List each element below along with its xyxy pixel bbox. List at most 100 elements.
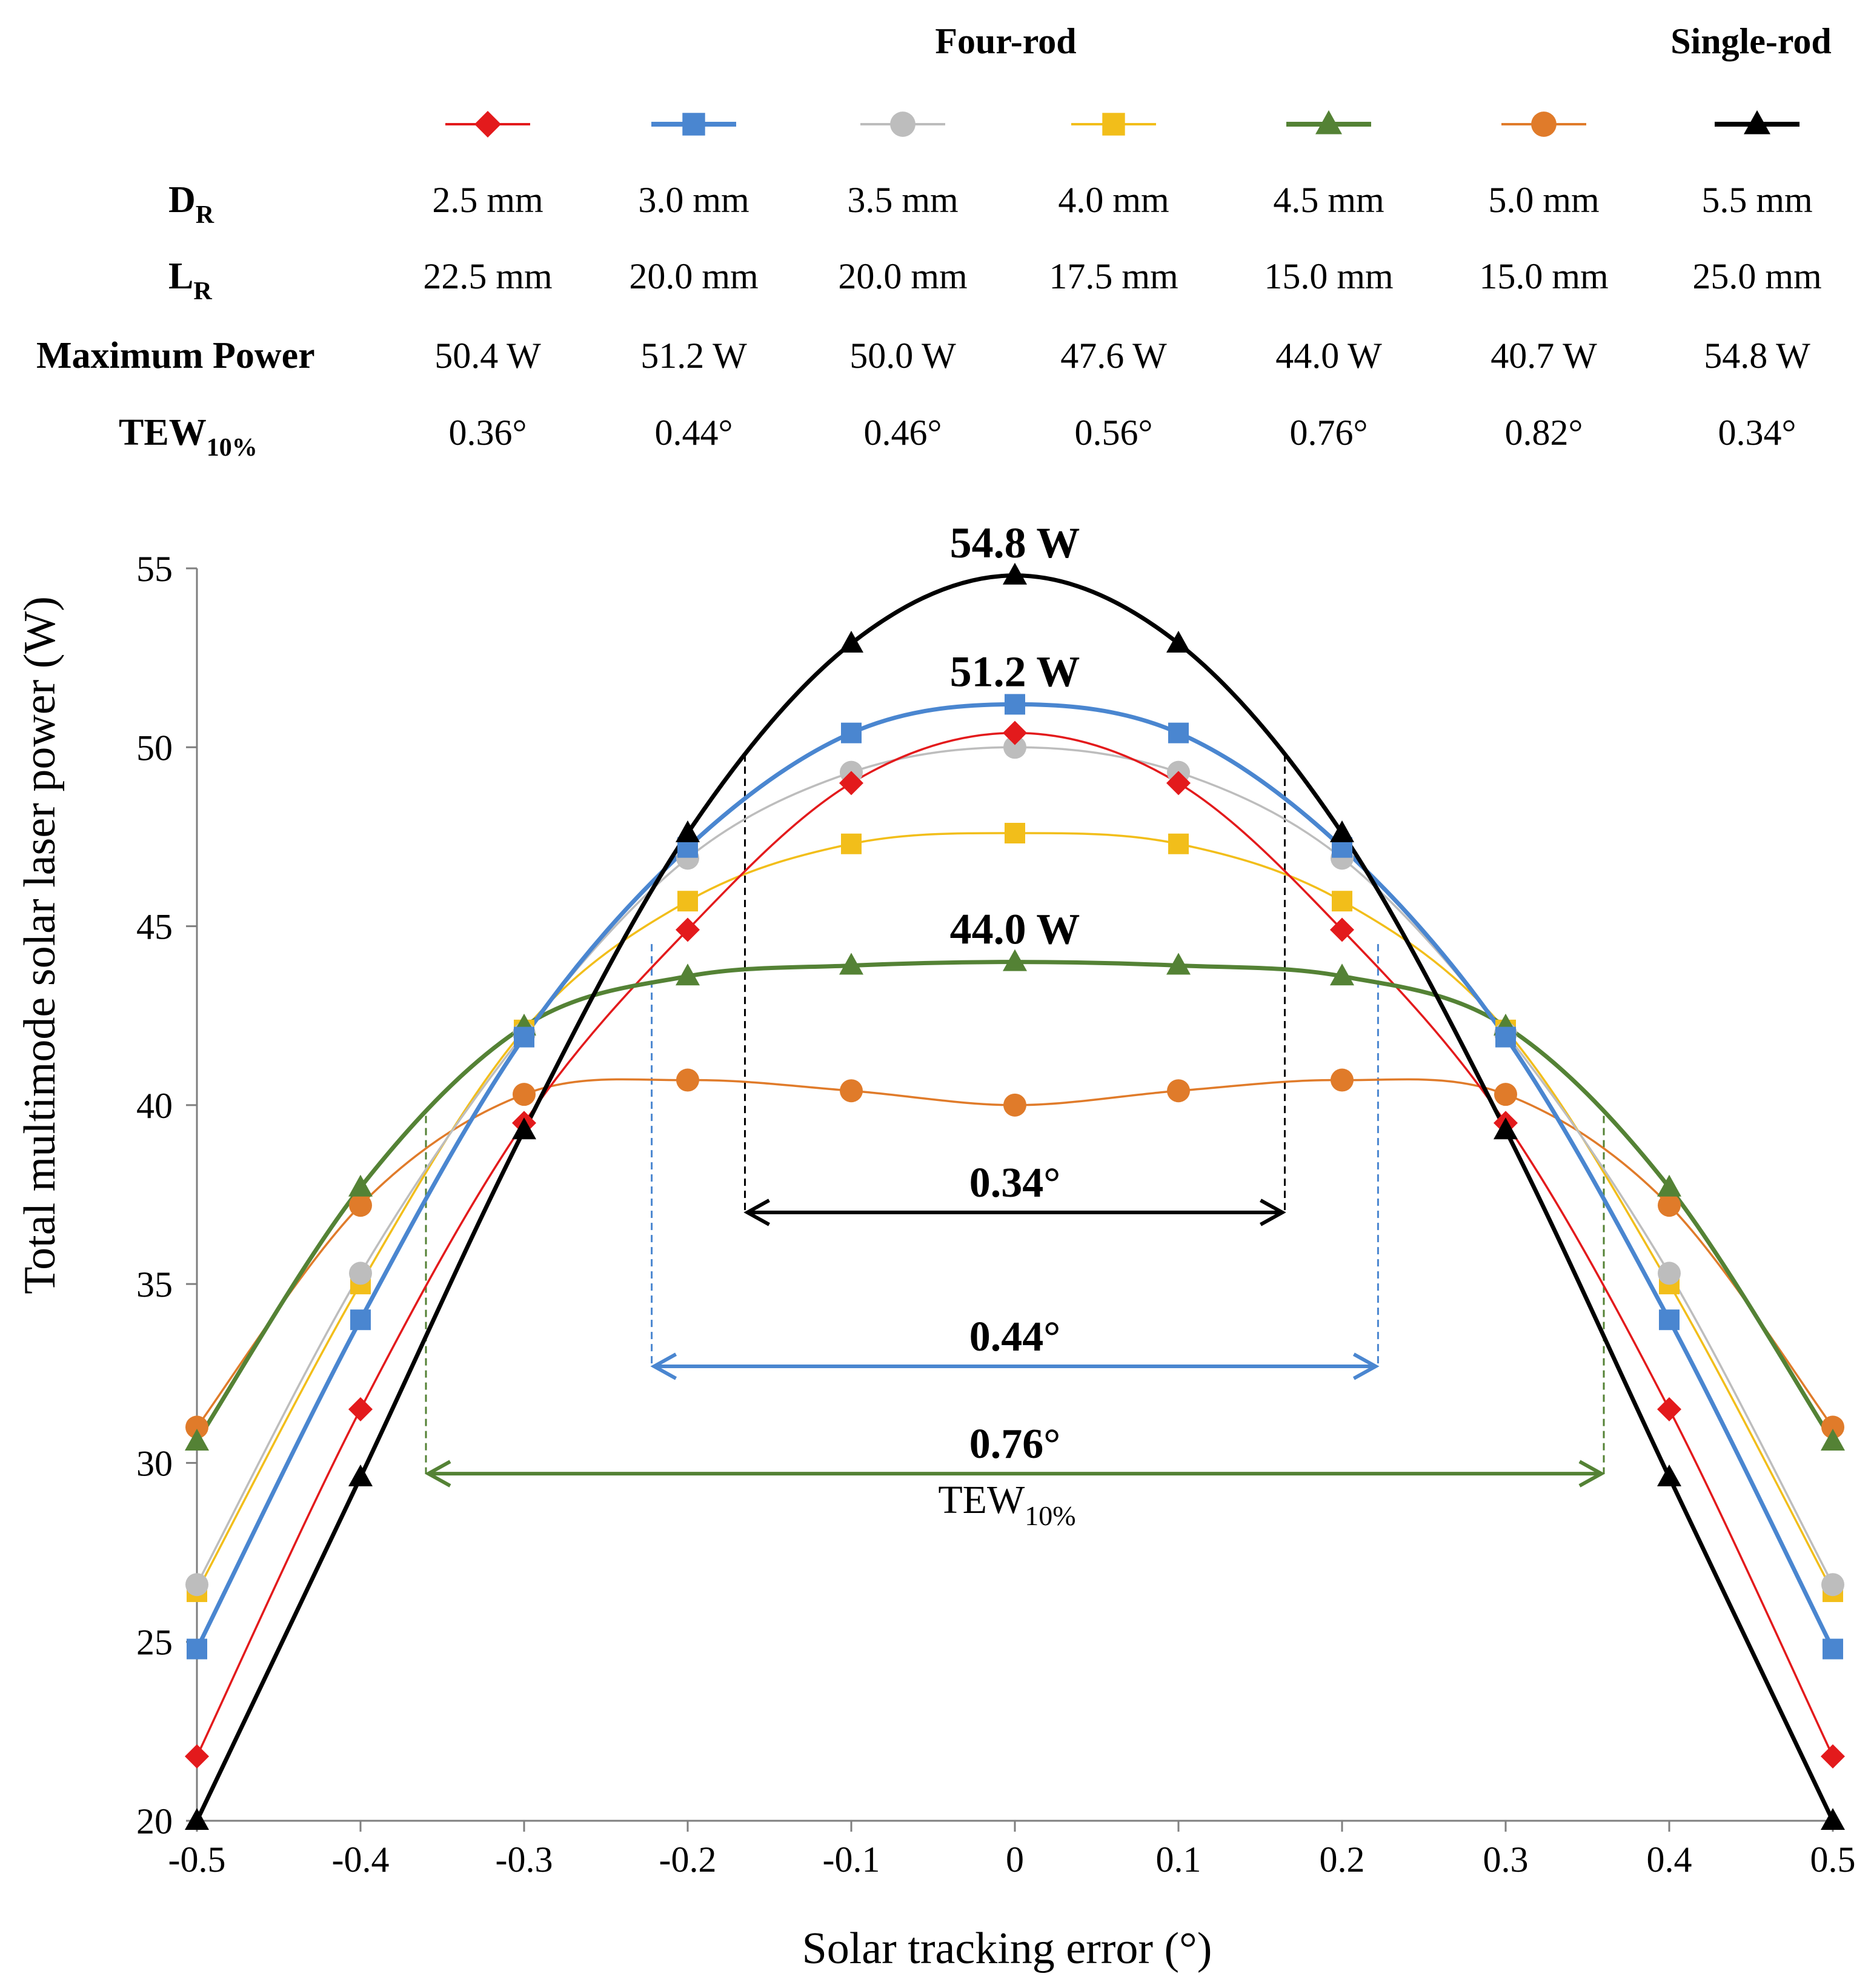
tew-width-label: 0.34° xyxy=(969,1160,1061,1206)
legend-cell-lr: 22.5 mm xyxy=(423,256,552,296)
legend-values: 2.5 mm 22.5 mm 50.4 W 0.36° 3.0 mm 20.0 mm 51.… xyxy=(423,180,1821,453)
legend-cell-tew: 0.44° xyxy=(655,413,733,453)
data-point xyxy=(1166,631,1191,653)
legend-cell-lr: 25.0 mm xyxy=(1692,256,1821,296)
data-point xyxy=(1005,823,1025,844)
legend-cell-lr: 20.0 mm xyxy=(838,256,967,296)
x-tick-label: 0.2 xyxy=(1320,1840,1365,1880)
data-point xyxy=(1823,1638,1843,1660)
y-tick-label: 45 xyxy=(136,907,173,947)
y-tick-label: 50 xyxy=(136,728,173,768)
series-line-2.5-mm xyxy=(196,731,1834,1757)
row-header-max-power: Maximum Power xyxy=(36,335,315,376)
data-point xyxy=(839,631,863,653)
legend-cell-tew: 0.82° xyxy=(1505,413,1583,453)
row-header-lr-main: L xyxy=(168,256,193,297)
legend-cell-max-power: 50.0 W xyxy=(849,336,956,376)
data-point xyxy=(348,1464,373,1487)
legend-cell-tew: 0.36° xyxy=(449,413,527,453)
data-point xyxy=(1330,820,1354,843)
plot: -0.5 -0.4 -0.3 -0.2 -0.1 0 0.1 0.2 0.3 0.4 0.5 20 25… xyxy=(15,519,1856,1973)
x-tick-label: -0.3 xyxy=(496,1840,553,1880)
x-tick-label: 0 xyxy=(1006,1840,1024,1880)
x-tick-label: -0.2 xyxy=(659,1840,717,1880)
row-header-dr-sub: R xyxy=(196,201,214,229)
row-header-tew-sub: 10% xyxy=(207,434,258,462)
tew-annotation-sub: 10% xyxy=(1025,1500,1075,1531)
data-point xyxy=(1168,722,1189,743)
series-line-5.0-mm xyxy=(196,1078,1834,1428)
y-tick-label: 55 xyxy=(136,549,173,589)
legend-cell-dr: 3.0 mm xyxy=(638,180,749,220)
data-point xyxy=(839,952,863,975)
x-tick-label: -0.4 xyxy=(332,1840,390,1880)
data-point xyxy=(350,1309,371,1331)
data-point xyxy=(1494,1083,1517,1106)
data-point xyxy=(1330,963,1354,986)
data-point xyxy=(841,722,862,743)
data-point xyxy=(1495,1026,1516,1048)
data-point xyxy=(1332,891,1352,912)
data-point xyxy=(1003,1093,1026,1117)
legend-table: Four-rod Single-rod DR LR Maximum Power … xyxy=(36,21,1832,462)
data-point xyxy=(841,833,862,854)
legend-cell-tew: 0.56° xyxy=(1075,413,1153,453)
data-point xyxy=(512,1117,536,1140)
peak-label: 54.8 W xyxy=(950,519,1080,567)
legend-cell-lr: 20.0 mm xyxy=(629,256,758,296)
data-point xyxy=(1494,1117,1518,1140)
data-point xyxy=(185,1415,208,1439)
x-tick-label: 0.5 xyxy=(1810,1840,1856,1880)
x-tick-label: -0.1 xyxy=(823,1840,880,1880)
data-point xyxy=(676,917,700,942)
legend-cell-max-power: 54.8 W xyxy=(1704,336,1810,376)
row-header-dr: DR xyxy=(168,179,214,229)
x-axis-label: Solar tracking error (°) xyxy=(802,1924,1212,1973)
legend-cell-tew: 0.76° xyxy=(1290,413,1368,453)
row-header-dr-main: D xyxy=(168,179,196,221)
tew-arrow-head-left xyxy=(743,1198,770,1226)
legend-cell-dr: 5.0 mm xyxy=(1488,180,1599,220)
tew-arrow-head-right xyxy=(1578,1460,1606,1488)
peak-label: 44.0 W xyxy=(950,905,1080,954)
data-point xyxy=(349,1194,372,1217)
data-point xyxy=(1003,736,1026,759)
data-point xyxy=(1003,949,1027,971)
data-point xyxy=(1659,1309,1680,1331)
row-header-lr: LR xyxy=(168,256,212,305)
tew-width-label: 0.76° xyxy=(969,1421,1061,1468)
data-point xyxy=(676,963,700,986)
tew-width-label: 0.44° xyxy=(969,1314,1061,1360)
data-point xyxy=(1658,1262,1681,1285)
data-point xyxy=(349,1262,372,1285)
data-point xyxy=(1657,1464,1681,1487)
data-point xyxy=(1331,1068,1354,1092)
legend-key-marker xyxy=(890,111,916,137)
data-point xyxy=(1821,1808,1845,1830)
data-point xyxy=(676,1068,699,1092)
legend-cell-tew: 0.46° xyxy=(864,413,942,453)
legend-cell-lr: 15.0 mm xyxy=(1479,256,1608,296)
y-axis-label: Total multimode solar laser power (W) xyxy=(15,596,65,1294)
legend-key-marker xyxy=(1102,113,1125,136)
data-point xyxy=(1166,952,1191,975)
data-point xyxy=(840,1079,863,1103)
data-point xyxy=(677,891,698,912)
tew-arrow-head-right xyxy=(1352,1352,1380,1380)
legend-cell-dr: 5.5 mm xyxy=(1701,180,1812,220)
data-point xyxy=(1167,1079,1190,1103)
legend-cell-max-power: 40.7 W xyxy=(1490,336,1597,376)
group-four-rod-label: Four-rod xyxy=(935,21,1076,61)
data-point xyxy=(348,1397,373,1421)
legend-key-marker xyxy=(1531,111,1557,137)
data-point xyxy=(187,1638,207,1660)
data-point xyxy=(1003,720,1027,745)
data-point xyxy=(1168,833,1189,854)
data-point xyxy=(1821,1573,1844,1597)
legend-key-marker xyxy=(474,111,501,138)
legend-cell-max-power: 44.0 W xyxy=(1275,336,1382,376)
y-tick-label: 35 xyxy=(136,1265,173,1305)
legend-cell-tew: 0.34° xyxy=(1718,413,1796,453)
data-point xyxy=(1821,1415,1844,1439)
